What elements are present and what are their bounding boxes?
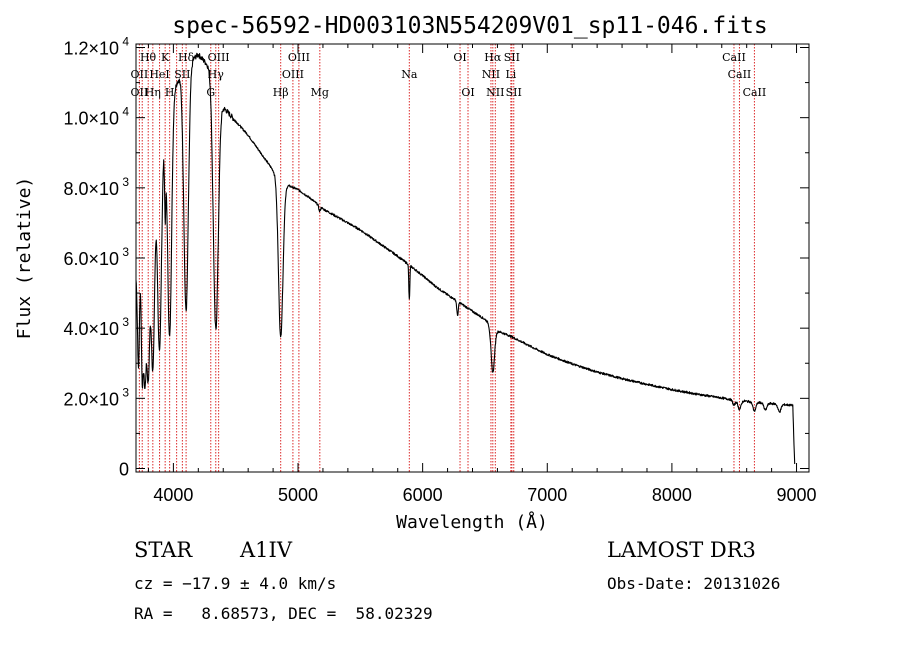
y-tick-label: 8.0×10 [63, 179, 119, 199]
line-marker-label: CaII [743, 86, 767, 99]
line-marker-label: SII [174, 68, 190, 81]
line-marker-label: HeI [149, 68, 169, 81]
y-tick-exponent: 4 [122, 35, 129, 49]
spectrum-layer [135, 52, 796, 465]
y-tick-label: 1.2×10 [63, 39, 119, 59]
y-tick-exponent: 3 [122, 175, 129, 189]
line-marker-label: Hθ [140, 51, 157, 64]
line-marker-label: Hη [145, 86, 161, 99]
y-tick-label: 0 [119, 459, 129, 479]
x-tick-label: 6000 [403, 485, 443, 505]
coordinates-readout: RA = 8.68573, DEC = 58.02329 [134, 604, 433, 623]
line-marker-label: Hβ [273, 86, 289, 99]
redshift-readout: cz = −17.9 ± 4.0 km/s [134, 574, 337, 593]
line-marker-label: OIII [208, 51, 230, 64]
line-marker-label: Hα [484, 51, 502, 64]
chart-title: spec-56592-HD003103N554209V01_sp11-046.f… [172, 13, 767, 39]
line-marker-label: CaII [728, 68, 752, 81]
line-marker-label: Na [401, 68, 418, 81]
obs-date: Obs-Date: 20131026 [607, 574, 781, 593]
line-marker-label: K [161, 51, 170, 64]
spectrum-line [135, 52, 796, 465]
y-axis: 02.0×10 34.0×10 36.0×10 38.0×10 31.0×10 41.2×… [63, 35, 809, 479]
line-marker-label: CaII [722, 51, 746, 64]
y-tick-label: 1.0×10 [63, 109, 119, 129]
line-marker-label: OI [461, 86, 474, 99]
line-marker-label: Mg [311, 86, 329, 99]
line-marker-label: OII [131, 86, 149, 99]
y-tick-exponent: 4 [122, 105, 129, 119]
plot-frame [135, 43, 810, 473]
x-tick-label: 7000 [527, 485, 567, 505]
x-tick-label: 4000 [153, 485, 193, 505]
x-axis-label: Wavelength (Å) [396, 511, 548, 533]
line-marker-label: H [165, 86, 175, 99]
x-tick-label: 9000 [777, 485, 817, 505]
line-marker-label: Hγ [208, 68, 225, 81]
y-tick-label: 2.0×10 [63, 389, 119, 409]
survey-name: LAMOST DR3 [607, 538, 756, 562]
y-tick-exponent: 3 [122, 315, 129, 329]
line-marker-label: Hδ [178, 51, 195, 64]
line-marker-label: Li [505, 68, 516, 81]
y-tick-label: 4.0×10 [63, 319, 119, 339]
y-tick-label: 6.0×10 [63, 249, 119, 269]
line-marker-label: OIII [288, 51, 310, 64]
y-axis-label: Flux (relative) [14, 177, 35, 340]
y-tick-exponent: 3 [122, 245, 129, 259]
line-marker-label: OI [453, 51, 466, 64]
line-marker-label: OII [131, 68, 149, 81]
line-marker-label: NII [486, 86, 504, 99]
object-type: STAR [134, 538, 193, 562]
x-axis: 4000 5000 6000 7000 8000 9000 [147, 44, 817, 505]
line-marker-label: OIII [282, 68, 304, 81]
line-marker-label: SII [506, 86, 522, 99]
x-tick-label: 5000 [278, 485, 318, 505]
line-marker-label: NII [482, 68, 500, 81]
spectral-subclass: A1IV [240, 538, 292, 562]
y-tick-exponent: 3 [122, 385, 129, 399]
line-marker-layer [138, 44, 755, 472]
x-tick-label: 8000 [652, 485, 692, 505]
line-marker-label: SII [504, 51, 520, 64]
